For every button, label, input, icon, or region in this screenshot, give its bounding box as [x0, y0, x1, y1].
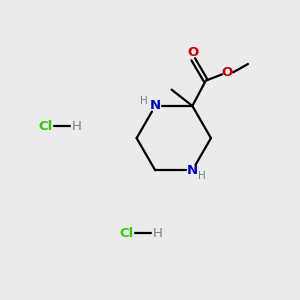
- Text: H: H: [140, 96, 148, 106]
- Text: H: H: [198, 171, 206, 181]
- Text: H: H: [72, 120, 82, 133]
- Text: O: O: [187, 46, 198, 59]
- Text: N: N: [150, 99, 161, 112]
- Text: Cl: Cl: [39, 120, 53, 133]
- Text: H: H: [152, 227, 162, 240]
- Text: O: O: [221, 66, 233, 79]
- Text: N: N: [187, 164, 198, 177]
- Text: Cl: Cl: [119, 227, 133, 240]
